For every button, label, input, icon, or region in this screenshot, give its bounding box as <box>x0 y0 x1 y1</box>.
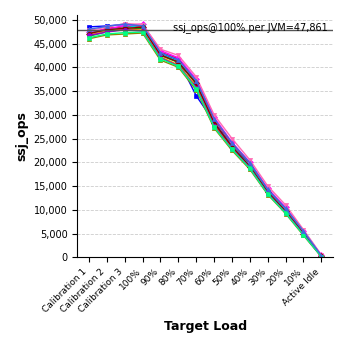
X-axis label: Target Load: Target Load <box>164 320 247 333</box>
Text: ssj_ops@100% per JVM=47,861: ssj_ops@100% per JVM=47,861 <box>173 22 328 33</box>
Y-axis label: ssj_ops: ssj_ops <box>15 111 28 161</box>
